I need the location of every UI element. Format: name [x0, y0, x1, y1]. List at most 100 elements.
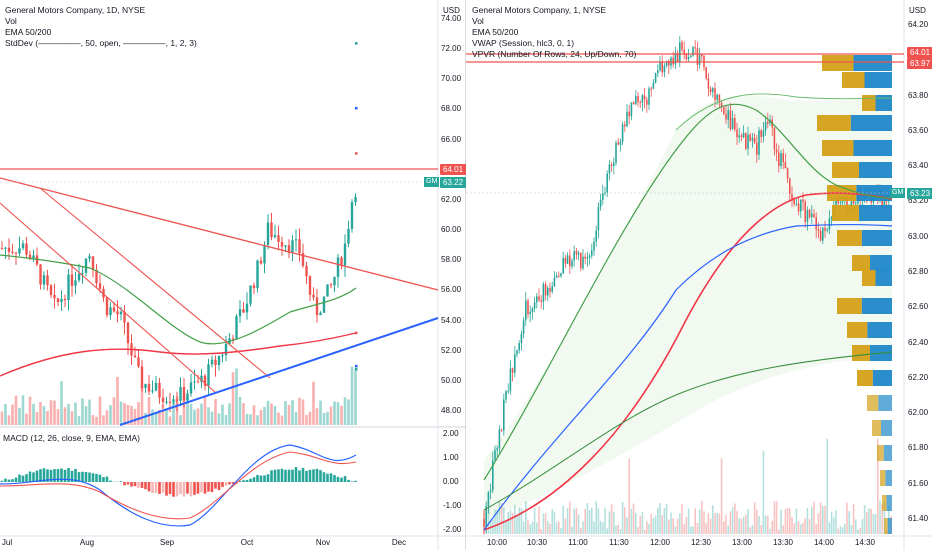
daily-candle: [203, 375, 207, 386]
intraday-candle: [648, 88, 650, 105]
intraday-volume-bar: [729, 511, 732, 534]
intraday-volume-bar: [852, 504, 855, 534]
macd-histogram-bar: [137, 482, 140, 488]
intraday-volume-bar: [723, 521, 725, 534]
daily-volume-bar: [28, 396, 32, 425]
left-chart-pane[interactable]: General Motors Company, 1D, NYSE Vol EMA…: [0, 0, 466, 550]
intraday-volume-bar: [624, 507, 626, 534]
macd-histogram-bar: [21, 475, 25, 482]
intraday-volume-bar: [617, 524, 619, 534]
macd-histogram-bar: [189, 482, 193, 497]
right-legend-ema: EMA 50/200: [472, 27, 519, 37]
intraday-candle: [580, 252, 582, 269]
daily-candle: [144, 383, 147, 389]
daily-candle: [88, 256, 91, 259]
daily-volume-bar: [231, 372, 235, 425]
daily-price-chart[interactable]: [0, 0, 466, 550]
daily-volume-bar: [32, 403, 35, 425]
intraday-candle: [511, 368, 514, 373]
daily-volume-bar: [165, 408, 168, 425]
intraday-candle: [632, 102, 635, 105]
intraday-candle: [597, 206, 600, 231]
intraday-volume-bar: [797, 521, 800, 534]
vpvr-up-volume-bar: [872, 370, 892, 386]
right-time-tick: 14:00: [813, 538, 835, 547]
left-price-tick: 54.00: [441, 315, 462, 325]
macd-tick: -2.00: [443, 525, 462, 534]
vpvr-up-volume-bar: [881, 420, 892, 436]
intraday-volume-bar: [738, 518, 740, 534]
daily-candle: [172, 399, 175, 402]
intraday-volume-bar: [698, 509, 701, 534]
intraday-volume-bar: [806, 507, 809, 534]
intraday-candle: [817, 229, 820, 232]
intraday-volume-bar: [764, 515, 767, 534]
daily-volume-bar: [147, 397, 151, 425]
intraday-candle: [674, 52, 677, 65]
intraday-volume-bar: [615, 525, 617, 534]
daily-volume-bar: [277, 412, 280, 425]
intraday-volume-bar: [571, 526, 573, 534]
intraday-volume-bar: [859, 528, 861, 534]
intraday-volume-bar: [553, 511, 556, 534]
intraday-volume-bar: [813, 501, 815, 534]
intraday-candle: [850, 197, 853, 211]
intraday-volume-bar: [734, 503, 736, 534]
intraday-candle: [740, 135, 743, 137]
intraday-volume-bar: [784, 509, 787, 534]
intraday-candle: [681, 42, 683, 50]
macd-histogram-bar: [130, 482, 133, 487]
macd-histogram-bar: [154, 482, 158, 493]
descending-trendline: [0, 177, 439, 291]
intraday-candle: [712, 88, 714, 93]
daily-candle: [137, 357, 140, 367]
right-legend-title: General Motors Company, 1, NYSE: [472, 5, 607, 15]
intraday-volume-bar: [650, 514, 652, 534]
intraday-candle: [725, 113, 727, 120]
daily-candle: [39, 264, 42, 285]
daily-candle: [70, 274, 74, 286]
daily-candle: [105, 297, 109, 316]
steep-trendline-1: [0, 202, 216, 393]
daily-volume-bar: [256, 415, 259, 425]
macd-histogram-bar: [329, 473, 333, 482]
vpvr-down-volume-bar: [822, 55, 854, 71]
right-chart-pane[interactable]: General Motors Company, 1, NYSE Vol EMA …: [466, 0, 932, 550]
daily-candle: [277, 235, 280, 243]
intraday-candle: [591, 250, 593, 256]
intraday-volume-bar: [819, 502, 822, 534]
vwap-line: [483, 223, 893, 531]
daily-volume-bar: [322, 412, 326, 425]
intraday-candle: [654, 73, 657, 83]
daily-candle: [81, 272, 84, 274]
daily-volume-bar: [161, 404, 165, 425]
daily-volume-bar: [210, 411, 214, 425]
intraday-candle: [639, 102, 641, 104]
intraday-volume-bar: [483, 509, 485, 534]
macd-histogram-bar: [214, 482, 217, 489]
macd-histogram-bar: [158, 482, 161, 494]
intraday-volume-bar: [712, 505, 714, 534]
vpvr-down-volume-bar: [877, 445, 884, 461]
intraday-volume-bar: [802, 522, 804, 534]
intraday-candle: [734, 118, 736, 130]
left-last-price-tag: 63.22: [440, 177, 467, 188]
daily-volume-bar: [242, 403, 245, 425]
daily-candle: [116, 311, 119, 315]
daily-volume-bar: [67, 404, 70, 425]
macd-histogram-bar: [35, 470, 39, 482]
intraday-candle: [727, 110, 729, 120]
macd-histogram-bar: [147, 482, 151, 492]
macd-histogram-bar: [203, 482, 207, 494]
intraday-volume-bar: [714, 513, 716, 534]
intraday-candle: [747, 134, 749, 149]
intraday-volume-bar: [782, 525, 784, 534]
intraday-price-chart[interactable]: [466, 0, 932, 550]
daily-volume-bar: [319, 400, 322, 425]
daily-volume-bar: [60, 381, 63, 425]
left-time-tick: Jul: [1, 538, 13, 547]
intraday-candle: [661, 61, 663, 73]
right-price-tick: 62.00: [908, 408, 929, 418]
daily-volume-bar: [123, 403, 126, 425]
macd-histogram-bar: [109, 480, 112, 482]
